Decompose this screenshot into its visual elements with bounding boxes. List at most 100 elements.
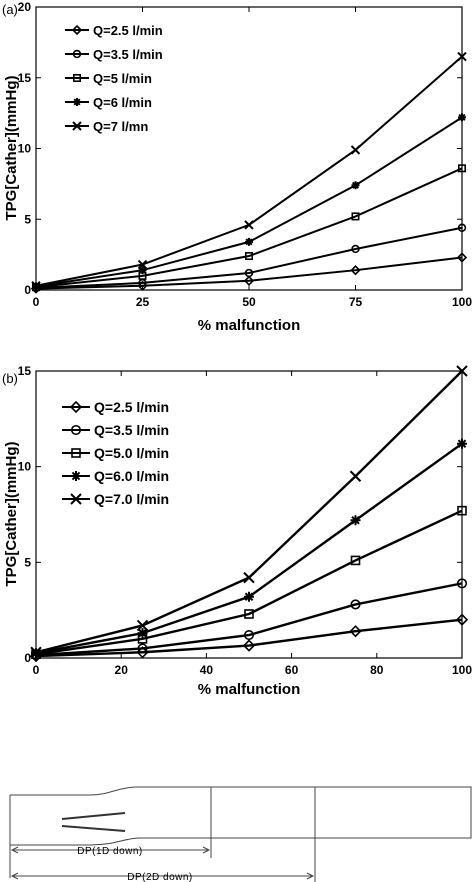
data-point-circle bbox=[351, 244, 360, 254]
x-tick-label: 50 bbox=[242, 295, 256, 309]
data-point-x bbox=[349, 470, 362, 482]
data-point-square bbox=[351, 212, 360, 221]
y-axis-label-b: TPG[Cather](mmHg) bbox=[3, 441, 20, 586]
legend-marker-square bbox=[73, 74, 82, 83]
legend-marker-circle bbox=[72, 49, 82, 59]
data-point-star bbox=[245, 237, 253, 246]
x-tick-label: 60 bbox=[285, 663, 299, 677]
data-point-star bbox=[244, 591, 254, 602]
x-tick-label: 25 bbox=[136, 295, 150, 309]
legend-label: Q=2.5 l/min bbox=[93, 23, 163, 38]
data-point-star bbox=[351, 181, 360, 190]
data-point-diamond bbox=[243, 275, 255, 286]
x-axis-label-b: % malfunction bbox=[198, 681, 301, 698]
series-line-3 bbox=[35, 167, 463, 289]
chart-panel-a: (a) 0 25 50 75 100 0 5 10 15 20 Q=2.5 l/min Q=3.5 … bbox=[2, 0, 472, 334]
legend-marker-circle bbox=[70, 424, 82, 436]
y-tick-label: 15 bbox=[18, 71, 32, 85]
series-line-3 bbox=[35, 509, 463, 656]
series-a bbox=[30, 51, 468, 294]
series-line-5 bbox=[35, 55, 463, 287]
legend-marker-diamond bbox=[71, 24, 83, 36]
data-point-x bbox=[30, 646, 42, 658]
data-point-star bbox=[137, 628, 148, 639]
series-line-4 bbox=[35, 116, 463, 288]
vessel-outline bbox=[9, 786, 472, 878]
panel-label-a: (a) bbox=[2, 2, 18, 17]
data-point-square bbox=[350, 555, 361, 566]
x-tick-label: 100 bbox=[452, 295, 472, 309]
dim-arrow-1d-left bbox=[10, 846, 19, 854]
y-tick-label: 10 bbox=[18, 142, 32, 156]
y-tick-label: 5 bbox=[24, 212, 31, 226]
data-point-x bbox=[244, 220, 254, 230]
x-tick-label: 0 bbox=[33, 663, 40, 677]
legend-marker-x bbox=[72, 121, 82, 131]
catheter-geometry-diagram: DP(1D down) DP(2D down) bbox=[9, 786, 472, 882]
y-tick-label: 15 bbox=[18, 364, 32, 378]
x-tick-label: 40 bbox=[200, 663, 214, 677]
dim-label-1d: DP(1D down) bbox=[77, 846, 143, 857]
legend-label: Q=6.0 l/min bbox=[94, 468, 169, 484]
data-point-square bbox=[244, 609, 254, 619]
legend-b: Q=2.5 l/min Q=3.5 l/min Q=5.0 l/min Q=6.0 l… bbox=[62, 399, 169, 507]
data-point-diamond bbox=[455, 613, 469, 626]
data-point-star bbox=[457, 438, 467, 449]
x-tick-label: 0 bbox=[33, 295, 40, 309]
data-point-x bbox=[350, 145, 361, 155]
ticks-b: 0 20 40 60 80 100 0 5 10 15 bbox=[18, 364, 473, 677]
y-axis-label-a: TPG[Cather](mmHg) bbox=[3, 75, 20, 220]
y-tick-label: 0 bbox=[24, 651, 31, 665]
data-point-x bbox=[137, 259, 148, 270]
series-line-1 bbox=[35, 618, 463, 658]
y-tick-label: 0 bbox=[24, 283, 31, 297]
x-tick-label: 20 bbox=[115, 663, 129, 677]
data-point-square bbox=[457, 164, 466, 173]
dim-arrow-2d-left bbox=[10, 872, 19, 880]
legend-marker-star bbox=[73, 98, 81, 106]
data-point-circle bbox=[457, 223, 467, 232]
x-axis-label-a: % malfunction bbox=[198, 317, 301, 334]
chart-panel-b: (b) 0 20 40 60 80 100 0 5 10 15 Q=2.5 l/min Q=3.5 … bbox=[2, 364, 472, 698]
legend-marker-star bbox=[71, 471, 81, 481]
data-point-square bbox=[245, 252, 254, 261]
data-point-diamond bbox=[349, 625, 362, 638]
data-point-x bbox=[457, 51, 467, 62]
series-b bbox=[29, 365, 469, 663]
data-point-circle bbox=[350, 599, 361, 610]
x-tick-label: 100 bbox=[452, 663, 472, 677]
legend-marker-x bbox=[70, 493, 82, 505]
data-point-star bbox=[350, 515, 361, 526]
panel-label-b: (b) bbox=[2, 371, 18, 386]
data-point-circle bbox=[243, 629, 255, 641]
data-point-x bbox=[136, 619, 149, 632]
data-point-x bbox=[31, 281, 41, 291]
valve-leaflet-lower bbox=[61, 825, 126, 832]
x-tick-label: 75 bbox=[349, 295, 363, 309]
data-point-square bbox=[457, 505, 467, 516]
data-point-diamond bbox=[242, 639, 256, 652]
data-point-star bbox=[458, 113, 466, 122]
ticks-a: 0 25 50 75 100 0 5 10 15 20 bbox=[18, 0, 473, 309]
x-tick-label: 80 bbox=[370, 663, 384, 677]
legend-a: Q=2.5 l/min Q=3.5 l/min Q=5 l/min Q=6 l/min… bbox=[65, 23, 163, 134]
legend-label: Q=5 l/min bbox=[93, 71, 152, 86]
dim-arrow-2d-right bbox=[306, 872, 315, 880]
legend-label: Q=3.5 l/min bbox=[94, 422, 169, 438]
legend-label: Q=5.0 l/min bbox=[94, 445, 169, 461]
data-point-circle bbox=[244, 268, 254, 278]
y-tick-label: 20 bbox=[18, 0, 32, 14]
series-line-1 bbox=[35, 256, 463, 290]
legend-label: Q=7.0 l/min bbox=[94, 491, 169, 507]
dim-label-2d: DP(2D down) bbox=[127, 872, 193, 882]
data-point-diamond bbox=[350, 265, 361, 276]
data-point-star bbox=[138, 266, 147, 275]
data-point-x bbox=[243, 571, 255, 584]
y-tick-label: 5 bbox=[24, 555, 31, 569]
legend-label: Q=2.5 l/min bbox=[94, 399, 169, 415]
legend-label: Q=3.5 l/min bbox=[93, 47, 163, 62]
series-line-2 bbox=[35, 226, 463, 289]
legend-marker-diamond bbox=[69, 400, 83, 414]
legend-label: Q=6 l/min bbox=[93, 95, 152, 110]
